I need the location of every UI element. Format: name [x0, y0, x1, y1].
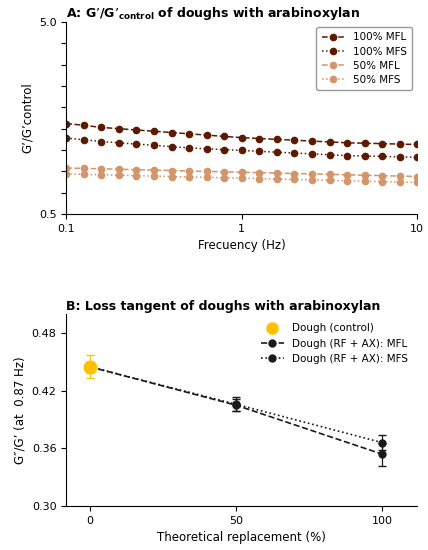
100% MFL: [327, 139, 332, 145]
100% MFS: [327, 151, 332, 158]
100% MFL: [204, 132, 209, 139]
100% MFL: [257, 135, 262, 142]
50% MFL: [257, 169, 262, 176]
50% MFS: [204, 174, 209, 180]
100% MFL: [169, 129, 174, 136]
100% MFL: [134, 126, 139, 133]
50% MFL: [274, 170, 279, 177]
50% MFL: [415, 173, 420, 180]
100% MFS: [98, 138, 104, 145]
100% MFL: [380, 140, 385, 147]
50% MFL: [345, 172, 350, 178]
100% MFL: [362, 140, 367, 146]
50% MFL: [239, 169, 244, 175]
50% MFL: [134, 167, 139, 173]
100% MFS: [169, 144, 174, 150]
50% MFL: [152, 167, 157, 173]
100% MFS: [204, 145, 209, 152]
50% MFL: [81, 165, 86, 172]
50% MFL: [292, 170, 297, 177]
50% MFS: [345, 178, 350, 184]
50% MFL: [64, 164, 69, 171]
50% MFS: [309, 177, 315, 183]
100% MFS: [64, 135, 69, 141]
50% MFL: [98, 166, 104, 172]
50% MFS: [362, 178, 367, 184]
50% MFS: [116, 172, 122, 179]
Text: A: G’/G’$_\mathregular{control}$ of doughs with arabinoxylan: A: G’/G’$_\mathregular{control}$ of doug…: [66, 5, 360, 22]
50% MFL: [397, 173, 402, 179]
100% MFL: [64, 120, 69, 127]
50% MFS: [81, 171, 86, 178]
100% MFL: [292, 137, 297, 144]
50% MFL: [380, 172, 385, 179]
100% MFS: [222, 146, 227, 153]
100% MFL: [116, 125, 122, 132]
50% MFL: [309, 170, 315, 177]
50% MFL: [116, 166, 122, 173]
100% MFS: [152, 142, 157, 148]
Y-axis label: G’/G’control: G’/G’control: [21, 82, 33, 153]
100% MFL: [152, 128, 157, 135]
100% MFS: [187, 145, 192, 151]
100% MFL: [98, 124, 104, 131]
50% MFS: [327, 177, 332, 184]
50% MFS: [152, 173, 157, 179]
100% MFS: [257, 148, 262, 155]
Line: 50% MFS: 50% MFS: [63, 171, 420, 185]
100% MFS: [292, 150, 297, 156]
100% MFS: [380, 153, 385, 159]
100% MFL: [397, 141, 402, 147]
50% MFL: [362, 172, 367, 179]
50% MFS: [257, 175, 262, 182]
50% MFS: [274, 176, 279, 183]
Line: 100% MFL: 100% MFL: [63, 120, 420, 147]
100% MFL: [187, 130, 192, 137]
50% MFS: [292, 176, 297, 183]
50% MFL: [204, 168, 209, 175]
50% MFS: [64, 170, 69, 177]
X-axis label: Frecuency (Hz): Frecuency (Hz): [198, 239, 286, 252]
100% MFL: [345, 140, 350, 146]
100% MFL: [222, 133, 227, 140]
100% MFS: [134, 141, 139, 147]
50% MFL: [187, 168, 192, 174]
X-axis label: Theoretical replacement (%): Theoretical replacement (%): [158, 531, 326, 544]
50% MFS: [187, 174, 192, 180]
Legend: Dough (control), Dough (RF + AX): MFL, Dough (RF + AX): MFS: Dough (control), Dough (RF + AX): MFL, D…: [256, 319, 412, 368]
100% MFS: [309, 151, 315, 157]
50% MFL: [327, 171, 332, 178]
100% MFL: [239, 134, 244, 141]
100% MFS: [362, 153, 367, 159]
100% MFL: [415, 141, 420, 148]
100% MFS: [397, 153, 402, 160]
50% MFL: [169, 167, 174, 174]
Y-axis label: G″/G’ (at  0.87 Hz): G″/G’ (at 0.87 Hz): [13, 356, 26, 464]
50% MFL: [222, 168, 227, 175]
100% MFS: [415, 154, 420, 161]
100% MFS: [81, 136, 86, 143]
100% MFL: [81, 122, 86, 129]
50% MFS: [169, 173, 174, 180]
100% MFS: [116, 140, 122, 146]
Line: 50% MFL: 50% MFL: [63, 165, 420, 180]
Line: 100% MFS: 100% MFS: [63, 135, 420, 161]
50% MFS: [239, 175, 244, 182]
100% MFS: [239, 147, 244, 154]
Legend: 100% MFL, 100% MFS, 50% MFL, 50% MFS: 100% MFL, 100% MFS, 50% MFL, 50% MFS: [316, 27, 412, 90]
100% MFS: [345, 152, 350, 159]
50% MFS: [397, 179, 402, 185]
100% MFL: [309, 138, 315, 145]
Text: B: Loss tangent of doughs with arabinoxylan: B: Loss tangent of doughs with arabinoxy…: [66, 300, 381, 313]
50% MFS: [222, 174, 227, 181]
50% MFS: [98, 172, 104, 178]
50% MFS: [134, 172, 139, 179]
50% MFS: [380, 178, 385, 185]
100% MFS: [274, 149, 279, 156]
50% MFS: [415, 179, 420, 186]
100% MFL: [274, 136, 279, 142]
